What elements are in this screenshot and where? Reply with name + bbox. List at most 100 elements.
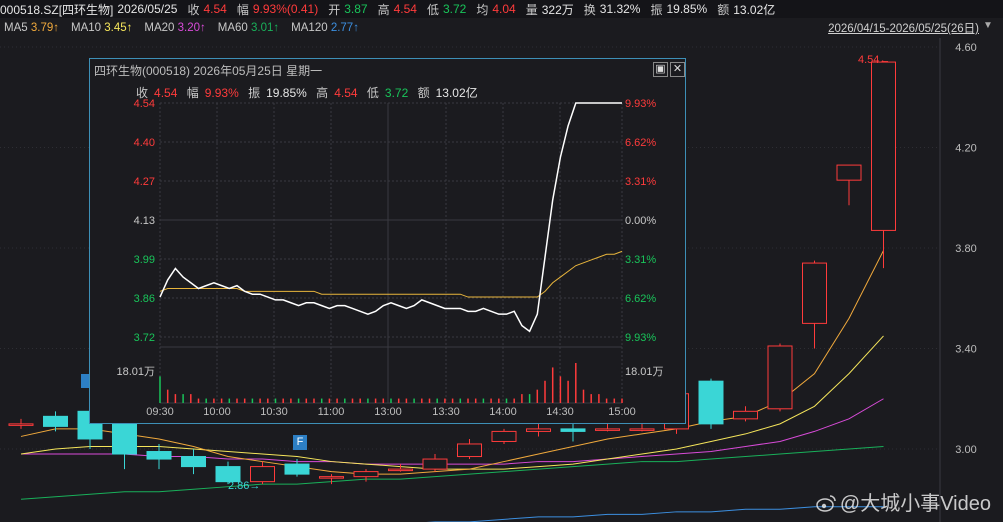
time-tick-label: 09:30 xyxy=(146,406,174,418)
ma5-value: 3.79↑ xyxy=(30,21,59,34)
price-tick-label: 4.13 xyxy=(134,215,155,227)
ma20-label: MA20 xyxy=(144,21,175,34)
popup-amount-value: 13.02亿 xyxy=(435,86,478,100)
high-label: 高 xyxy=(377,2,390,17)
time-tick-label: 13:30 xyxy=(432,406,460,418)
popup-pct-value: 9.93% xyxy=(204,86,239,100)
turnover-label: 换 xyxy=(583,2,596,17)
candle-body xyxy=(629,428,655,431)
intraday-popup[interactable]: 4.54 9.93% 4.40 6.62% 4.27 3.31% 4.13 0.00% 3.99… xyxy=(89,58,686,424)
candle-body xyxy=(215,466,241,483)
candle-body xyxy=(181,456,206,468)
close-value: 4.54 xyxy=(203,2,227,16)
stock-code[interactable]: 000518.SZ[四环生物] xyxy=(0,2,114,17)
ma120-legend[interactable]: MA120 2.77↑ xyxy=(291,22,359,34)
time-tick-label: 10:30 xyxy=(260,406,288,418)
volume-tick-label-right: 18.01万 xyxy=(625,366,664,378)
pct-tick-label: 0.00% xyxy=(625,215,656,227)
open-value: 3.87 xyxy=(344,2,368,16)
y-tick-label: 3.00 xyxy=(955,444,976,456)
ma60-value: 3.01↑ xyxy=(251,21,280,34)
price-tick-label: 4.27 xyxy=(134,176,155,188)
ma120-value: 2.77↑ xyxy=(330,21,359,34)
ma20-legend[interactable]: MA20 3.20↑ xyxy=(144,22,205,34)
chevron-down-icon[interactable]: ▼ xyxy=(983,20,993,31)
popup-close-value: 4.54 xyxy=(154,86,178,100)
ma120-label: MA120 xyxy=(291,21,328,34)
quote-date: 2026/05/25 xyxy=(117,2,178,16)
close-label: 收 xyxy=(187,2,200,17)
candle-body xyxy=(319,476,344,479)
ma-legend: MA5 3.79↑ MA10 3.45↑ MA20 3.20↑ MA60 3.0… xyxy=(0,19,1003,36)
ma60-line xyxy=(20,445,884,500)
candle-body xyxy=(733,410,758,420)
low-value: 3.72 xyxy=(442,2,467,16)
popup-amount-label: 额 xyxy=(417,86,430,100)
quote-header: 000518.SZ[四环生物] 2026/05/25 收 4.54 幅 9.93%(… xyxy=(0,0,1003,18)
event-flag[interactable]: F xyxy=(293,435,307,450)
pct-tick-label: 9.93% xyxy=(625,98,656,110)
ma10-legend[interactable]: MA10 3.45↑ xyxy=(71,22,132,34)
watermark-text: @大城小事Video xyxy=(839,493,991,515)
candle-body xyxy=(146,451,172,460)
pct-value: 9.93%(0.41) xyxy=(252,2,319,16)
pct-tick-label: 6.62% xyxy=(625,137,656,149)
close-icon[interactable]: ✕ xyxy=(670,62,685,77)
candle-body xyxy=(871,61,896,231)
y-tick-label: 3.80 xyxy=(955,243,976,255)
popup-title: 四环生物(000518) 2026年05月25日 星期一 xyxy=(94,64,323,78)
candle-body xyxy=(112,423,137,455)
high-annotation: 4.54← xyxy=(858,54,890,66)
time-tick-label: 11:00 xyxy=(318,406,345,418)
restore-icon[interactable]: ▣ xyxy=(653,62,668,77)
pct-tick-label: 3.31% xyxy=(625,176,656,188)
high-value: 4.54 xyxy=(393,2,417,16)
price-tick-label: 3.99 xyxy=(134,254,155,266)
ma5-legend[interactable]: MA5 3.79↑ xyxy=(4,22,59,34)
time-tick-label: 14:30 xyxy=(546,406,574,418)
amount-label: 额 xyxy=(717,2,730,17)
price-tick-label: 4.40 xyxy=(134,137,155,149)
time-tick-label: 14:00 xyxy=(489,406,517,418)
popup-close-label: 收 xyxy=(136,86,149,100)
time-tick-label: 13:00 xyxy=(374,406,402,418)
weibo-icon xyxy=(816,495,836,512)
vol-label: 量 xyxy=(525,2,538,17)
popup-high-value: 4.54 xyxy=(334,86,358,100)
low-label: 低 xyxy=(426,2,439,17)
pct-tick-label: 6.62% xyxy=(625,293,656,305)
ma20-value: 3.20↑ xyxy=(177,21,206,34)
candle-body xyxy=(526,428,551,432)
intraday-chart: 4.54 9.93% 4.40 6.62% 4.27 3.31% 4.13 0.00% 3.99… xyxy=(116,98,664,418)
amount-value: 13.02亿 xyxy=(733,2,776,17)
candle-body xyxy=(767,345,793,410)
pct-tick-label: 3.31% xyxy=(625,254,656,266)
amp-value: 19.85% xyxy=(666,2,708,16)
candle-body xyxy=(698,380,724,425)
time-tick-label: 15:00 xyxy=(608,406,636,418)
open-label: 开 xyxy=(328,2,341,17)
watermark: @大城小事Video xyxy=(816,487,991,516)
price-tick-label: 4.54 xyxy=(134,98,155,110)
date-range[interactable]: 2026/04/15-2026/05/25(26日) xyxy=(828,23,979,35)
y-tick-label: 3.40 xyxy=(955,344,976,356)
low-annotation: 2.86→ xyxy=(228,480,260,492)
volume-tick-label: 18.01万 xyxy=(116,366,155,378)
candle-body xyxy=(595,428,620,431)
popup-pct-label: 幅 xyxy=(186,86,199,100)
popup-low-label: 低 xyxy=(366,86,379,100)
candle-body xyxy=(802,262,827,324)
avg-price-line xyxy=(159,250,623,298)
ma60-legend[interactable]: MA60 3.01↑ xyxy=(218,22,279,34)
ma60-label: MA60 xyxy=(217,21,248,34)
y-tick-label: 4.20 xyxy=(955,143,976,155)
candle-body xyxy=(388,468,413,472)
candle-body xyxy=(560,428,586,432)
ma10-value: 3.45↑ xyxy=(104,21,133,34)
popup-amp-label: 振 xyxy=(248,86,261,100)
price-tick-label: 3.86 xyxy=(134,293,155,305)
candle-body xyxy=(43,415,68,427)
candle-body xyxy=(284,463,310,475)
ma5-label: MA5 xyxy=(4,21,28,34)
ma10-line xyxy=(20,335,884,470)
